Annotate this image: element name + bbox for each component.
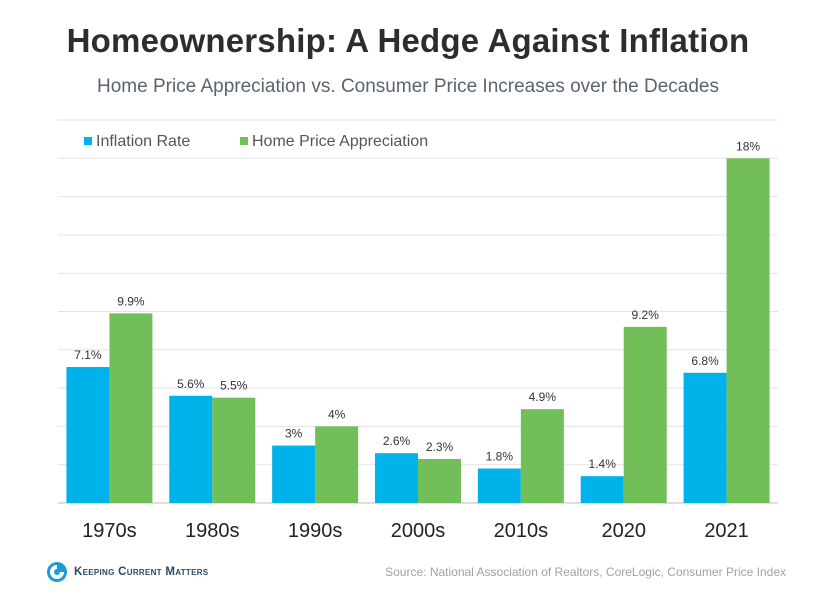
x-tick-label: 1970s xyxy=(82,520,137,542)
data-label: 4% xyxy=(328,407,346,421)
bar-home-price-1990s xyxy=(315,426,359,503)
data-label: 7.1% xyxy=(74,348,102,362)
legend-label: Inflation Rate xyxy=(96,133,190,150)
brand-logo: Keeping Current Matters xyxy=(46,561,208,583)
bar-inflation-1980s xyxy=(169,395,213,503)
bars xyxy=(66,158,770,504)
x-tick-label: 2020 xyxy=(601,520,646,542)
data-label: 4.9% xyxy=(529,390,557,404)
gridlines xyxy=(58,119,778,504)
data-label: 5.5% xyxy=(220,379,248,393)
source-note: Source: National Association of Realtors… xyxy=(385,565,786,579)
bar-inflation-2021 xyxy=(683,372,727,503)
x-tick-label: 1980s xyxy=(185,520,240,542)
brand-name: Keeping Current Matters xyxy=(74,566,209,578)
legend-swatch xyxy=(84,137,92,145)
x-tick-label: 1990s xyxy=(288,520,343,542)
bar-home-price-2021 xyxy=(726,158,770,504)
bar-home-price-1970s xyxy=(109,313,153,503)
data-labels: 7.1% 9.9% 5.6% 5.5% 3% 4% 2.6% 2.3% 1.8% 4.9% 1.4%… xyxy=(74,139,760,471)
bar-inflation-2000s xyxy=(375,453,418,503)
data-label: 2.6% xyxy=(383,434,411,448)
data-label: 5.6% xyxy=(177,377,205,391)
x-tick-label: 2021 xyxy=(704,520,749,542)
bar-inflation-2010s xyxy=(477,468,521,503)
chart-subtitle: Home Price Appreciation vs. Consumer Pri… xyxy=(97,76,719,97)
legend: Inflation Rate Home Price Appreciation xyxy=(84,133,428,150)
x-tick-labels: 1970s 1980s 1990s 2000s 2010s 2020 2021 xyxy=(82,520,749,542)
bar-home-price-2000s xyxy=(418,458,461,503)
data-label: 1.4% xyxy=(589,457,617,471)
brand-swirl-icon xyxy=(47,562,67,582)
bar-inflation-2020 xyxy=(580,476,624,503)
legend-swatch xyxy=(240,137,248,145)
x-tick-label: 2010s xyxy=(494,520,549,542)
bar-inflation-1990s xyxy=(272,445,316,503)
data-label: 9.2% xyxy=(632,308,660,322)
data-label: 6.8% xyxy=(691,354,719,368)
data-label: 2.3% xyxy=(426,440,454,454)
chart-title: Homeownership: A Hedge Against Inflation xyxy=(66,22,750,59)
legend-label: Home Price Appreciation xyxy=(252,133,428,150)
bar-home-price-2020 xyxy=(623,326,667,503)
bar-home-price-1980s xyxy=(212,397,256,503)
data-label: 3% xyxy=(285,427,303,441)
data-label: 18% xyxy=(736,139,760,153)
bar-inflation-1970s xyxy=(66,367,110,503)
data-label: 1.8% xyxy=(486,450,514,464)
x-tick-label: 2000s xyxy=(391,520,446,542)
bar-home-price-2010s xyxy=(520,409,564,503)
data-label: 9.9% xyxy=(117,294,145,308)
